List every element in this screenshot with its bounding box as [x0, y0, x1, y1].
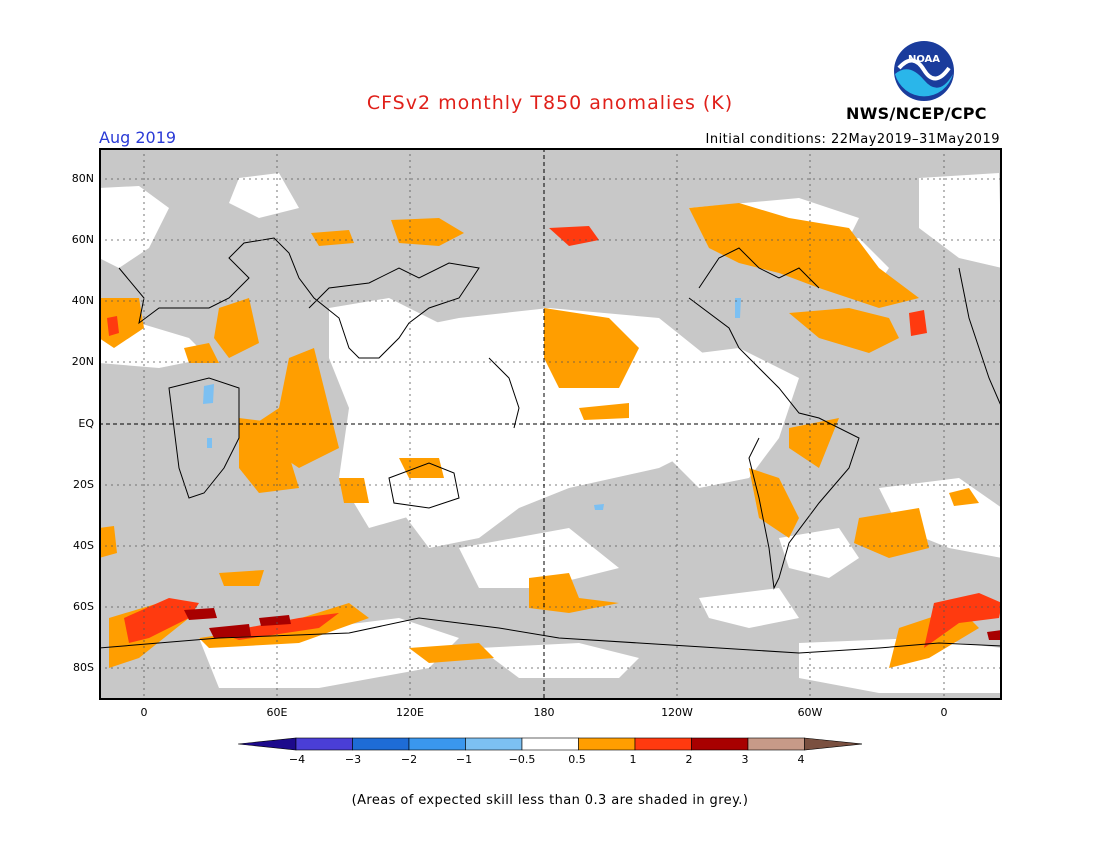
coastlines [99, 237, 1002, 654]
map-frame [99, 148, 1002, 700]
lon-label: 60E [266, 706, 288, 719]
colorbar-swatch [578, 737, 636, 751]
very-strong-warm-anomaly-regions [184, 608, 1002, 640]
logo-text: NOAA [908, 54, 940, 65]
colorbar-swatch [465, 737, 523, 751]
colorbar-label: −3 [344, 753, 362, 766]
colorbar-swatch [295, 737, 353, 751]
map-title: CFSv2 monthly T850 anomalies (K) [366, 92, 734, 114]
lon-label: 60W [797, 706, 823, 719]
colorbar-label: −4 [288, 753, 306, 766]
footnote: (Areas of expected skill less than 0.3 a… [351, 793, 749, 808]
lat-label: 40S [73, 539, 94, 552]
forecast-month: Aug 2019 [99, 128, 177, 147]
lat-label: 60N [71, 233, 94, 246]
colorbar-label: −1 [455, 753, 473, 766]
colorbar-swatch [408, 737, 466, 751]
lat-label: 80S [73, 661, 94, 674]
lon-label: 0 [940, 706, 948, 719]
agency-label: NWS/NCEP/CPC [846, 104, 987, 123]
lon-label: 120E [396, 706, 424, 719]
colorbar-swatch [352, 737, 410, 751]
cool-anomaly-regions [203, 298, 741, 510]
colorbar-swatch [521, 737, 579, 751]
colorbar-arrow-high [804, 737, 862, 751]
colorbar-label: 2 [685, 753, 693, 766]
colorbar-label: 3 [741, 753, 749, 766]
lon-label: 0 [140, 706, 148, 719]
colorbar-arrow-low [238, 737, 297, 751]
initial-conditions: Initial conditions: 22May2019–31May2019 [705, 132, 1000, 147]
lat-label: EQ [78, 417, 94, 430]
lat-label: 60S [73, 600, 94, 613]
noaa-logo: NOAA [894, 41, 954, 101]
lon-label: 120W [661, 706, 693, 719]
colorbar-swatch [747, 737, 805, 751]
lat-label: 20S [73, 478, 94, 491]
colorbar-label: 0.5 [568, 753, 586, 766]
anomaly-map [99, 148, 1002, 700]
colorbar-label: 4 [797, 753, 805, 766]
lat-label: 80N [71, 172, 94, 185]
equator-dateline [99, 148, 1002, 700]
colorbar-swatch [691, 737, 749, 751]
lon-label: 180 [533, 706, 555, 719]
colorbar-swatch [634, 737, 692, 751]
color-scale [238, 737, 862, 751]
colorbar-label: −2 [400, 753, 418, 766]
colorbar-label: −0.5 [508, 753, 536, 766]
colorbar-label: 1 [629, 753, 637, 766]
lat-label: 40N [71, 294, 94, 307]
neutral-regions [99, 173, 1002, 693]
lat-label: 20N [71, 355, 94, 368]
